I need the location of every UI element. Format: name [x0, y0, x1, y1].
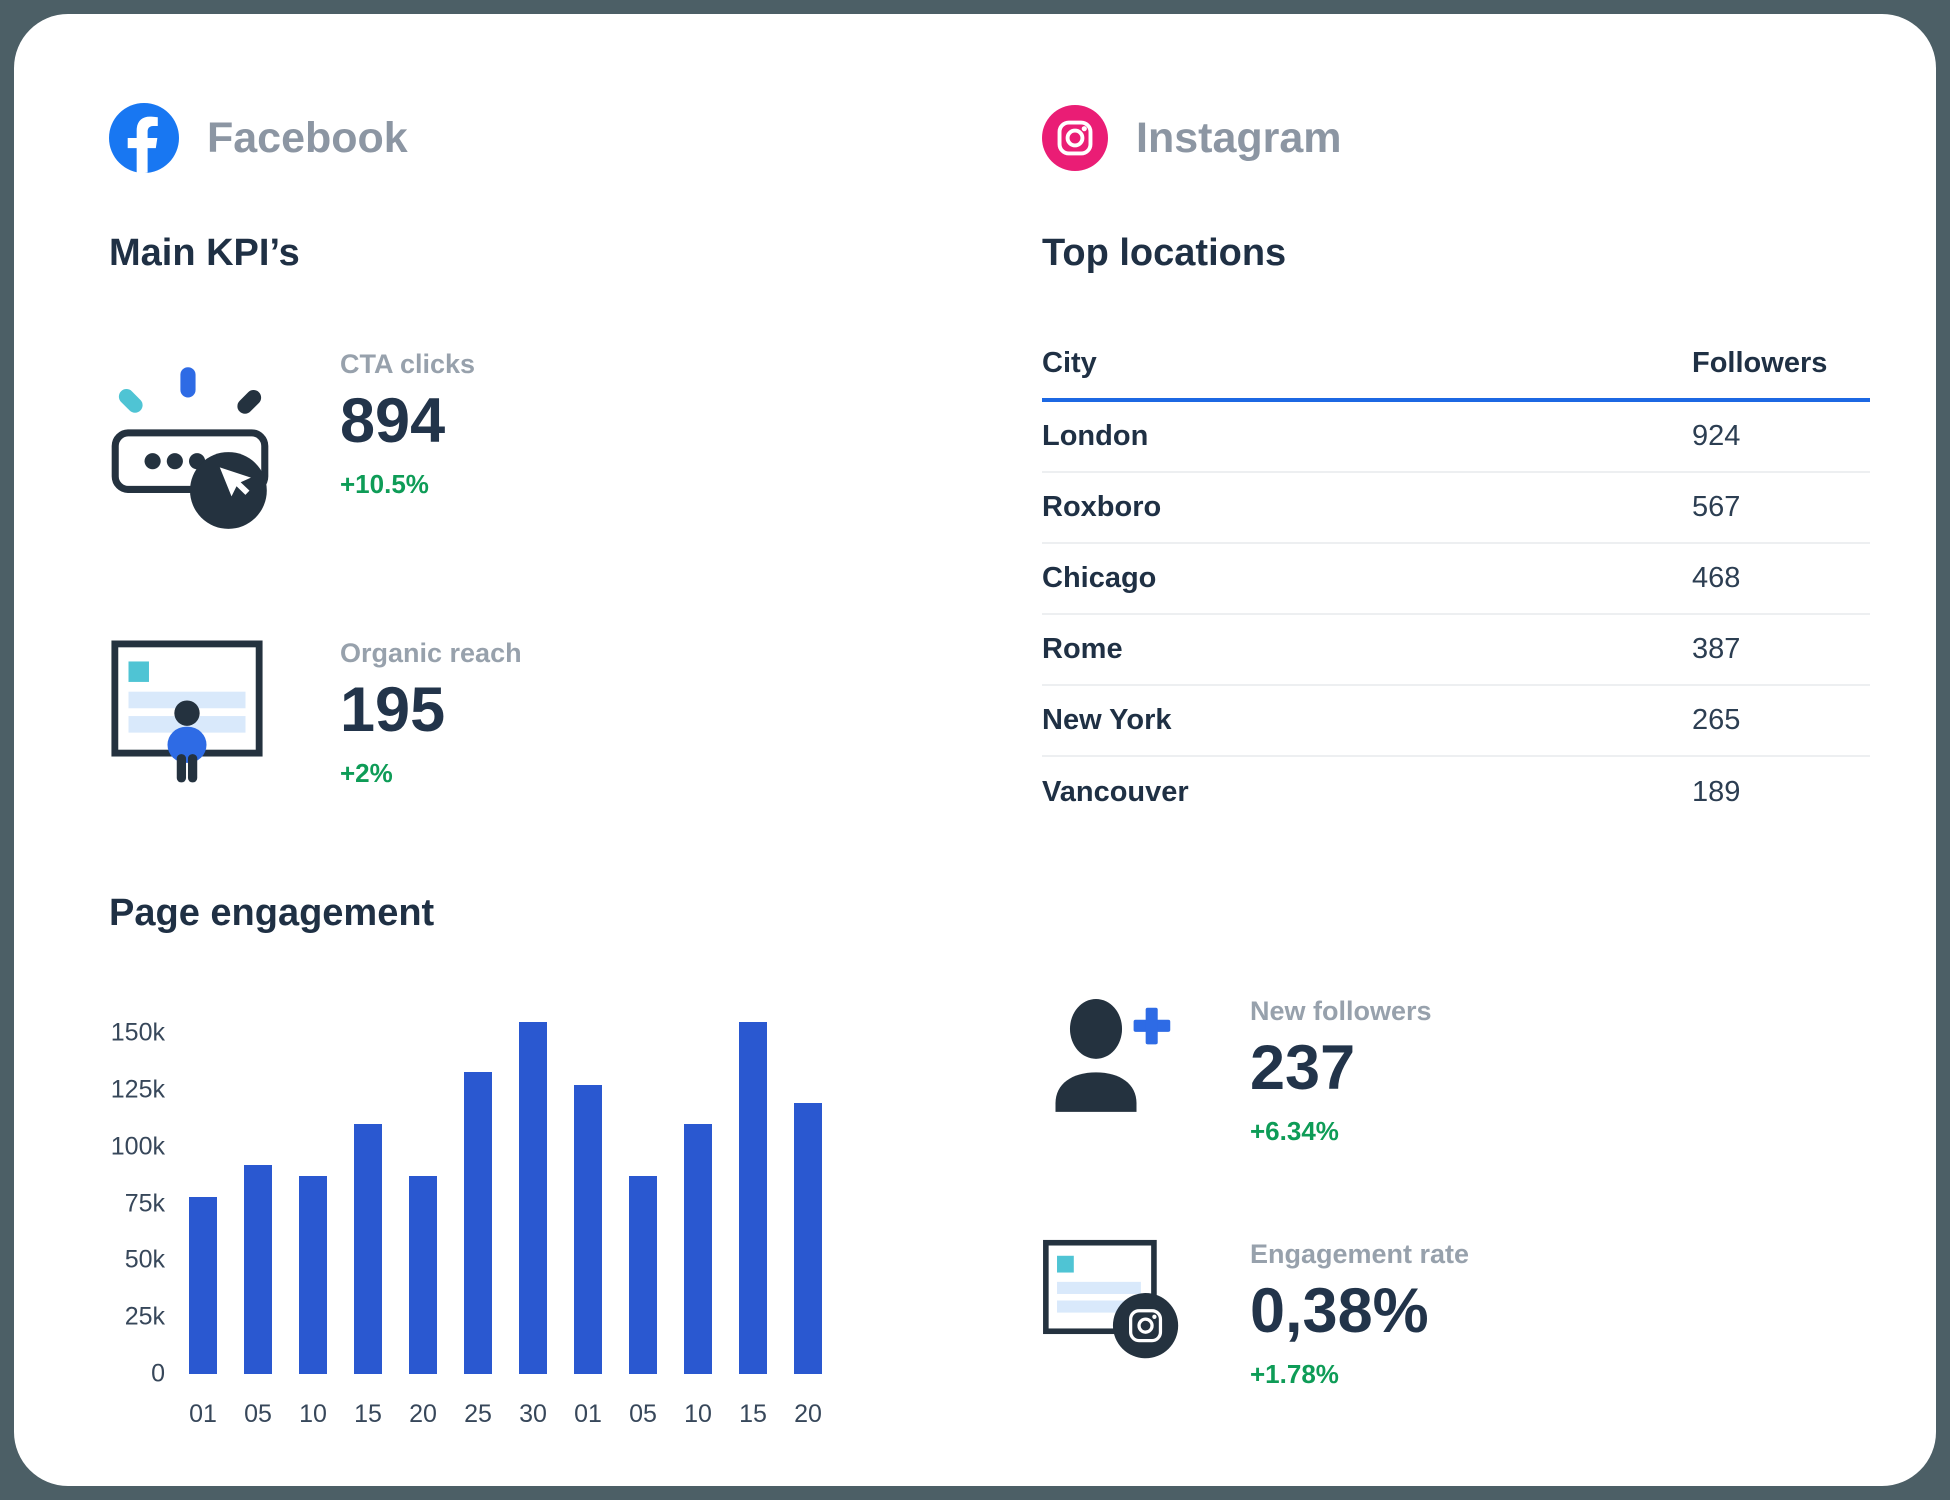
x-tick-label: 15	[354, 1400, 382, 1428]
facebook-section: Facebook Main KPI’s	[109, 102, 1042, 1429]
page-engagement-chart: 0 25k 50k 75k 100k 125k 150k	[109, 1019, 1042, 1388]
y-tick-label: 50k	[124, 1245, 165, 1274]
bar-chart-xlabels: 01 05 10 15 20 25 30 01 05 10 15 20	[189, 1400, 822, 1429]
top-locations-table: City Followers London 924 Roxboro 567 Chicag…	[1042, 347, 1870, 828]
kpi-label: Engagement rate	[1250, 1239, 1470, 1269]
followers-cell: 468	[1692, 562, 1741, 594]
kpi-value: 237	[1250, 1033, 1356, 1103]
followers-cell: 567	[1692, 491, 1741, 523]
bar	[244, 1164, 272, 1374]
instagram-section: Instagram Top locations City Followers L…	[1042, 102, 1870, 1429]
page-engagement-title: Page engagement	[109, 892, 435, 934]
organic-reach-icon	[109, 638, 340, 804]
x-tick-label: 20	[794, 1400, 822, 1428]
bar	[574, 1085, 602, 1374]
kpi-label: Organic reach	[340, 638, 522, 668]
x-tick-label: 10	[684, 1400, 712, 1428]
x-tick-label: 05	[244, 1400, 272, 1428]
bar	[739, 1021, 767, 1374]
y-tick-label: 0	[151, 1359, 165, 1388]
bar-chart-yaxis: 0 25k 50k 75k 100k 125k 150k	[109, 1019, 165, 1388]
bar	[189, 1196, 217, 1374]
kpi-label: New followers	[1250, 996, 1432, 1026]
bar	[629, 1176, 657, 1374]
y-tick-label: 25k	[124, 1302, 165, 1331]
x-tick-label: 10	[299, 1400, 327, 1428]
x-tick-label: 20	[409, 1400, 437, 1428]
instagram-logo-icon	[1042, 105, 1108, 171]
followers-cell: 924	[1692, 420, 1741, 452]
bar	[794, 1103, 822, 1374]
engagement-rate-icon	[1042, 1239, 1250, 1367]
x-tick-label: 15	[739, 1400, 767, 1428]
kpi-cta-clicks: CTA clicks 894 +10.5%	[109, 349, 1042, 546]
bar	[409, 1176, 437, 1374]
kpi-value: 0,38%	[1250, 1276, 1429, 1346]
city-cell: London	[1042, 420, 1149, 452]
table-row: Chicago 468	[1042, 544, 1870, 615]
city-cell: New York	[1042, 704, 1172, 736]
x-tick-label: 01	[189, 1400, 217, 1428]
kpi-value: 195	[340, 675, 446, 745]
table-row: Rome 387	[1042, 615, 1870, 686]
bar	[684, 1123, 712, 1374]
table-row: London 924	[1042, 402, 1870, 473]
bar-chart-plot	[189, 1021, 822, 1374]
facebook-logo-icon	[109, 103, 179, 173]
facebook-title: Facebook	[207, 113, 408, 162]
cta-clicks-icon	[109, 349, 340, 546]
bar	[354, 1123, 382, 1374]
x-tick-label: 25	[464, 1400, 492, 1428]
x-tick-label: 30	[519, 1400, 547, 1428]
kpi-new-followers: New followers 237 +6.34%	[1042, 996, 1870, 1147]
x-tick-label: 01	[574, 1400, 602, 1428]
instagram-title: Instagram	[1136, 113, 1342, 162]
y-tick-label: 125k	[110, 1075, 165, 1104]
column-header-city: City	[1042, 347, 1097, 379]
kpi-change: +6.34%	[1250, 1116, 1339, 1146]
followers-cell: 189	[1692, 776, 1741, 808]
kpi-cta-clicks-text: CTA clicks 894 +10.5%	[340, 349, 475, 500]
y-tick-label: 100k	[110, 1132, 165, 1161]
bar	[299, 1176, 327, 1374]
kpi-engagement-rate: Engagement rate 0,38% +1.78%	[1042, 1239, 1870, 1390]
kpi-label: CTA clicks	[340, 349, 476, 379]
kpi-change: +1.78%	[1250, 1359, 1339, 1389]
facebook-header: Facebook	[109, 102, 1042, 174]
kpi-new-followers-text: New followers 237 +6.34%	[1250, 996, 1432, 1147]
followers-cell: 265	[1692, 704, 1741, 736]
city-cell: Roxboro	[1042, 491, 1162, 523]
kpi-engagement-rate-text: Engagement rate 0,38% +1.78%	[1250, 1239, 1469, 1390]
kpi-organic-reach: Organic reach 195 +2%	[109, 638, 1042, 804]
table-row: New York 265	[1042, 686, 1870, 757]
followers-cell: 387	[1692, 633, 1741, 665]
table-header-row: City Followers	[1042, 347, 1870, 402]
kpi-change: +10.5%	[340, 469, 429, 499]
dashboard-card: Facebook Main KPI’s	[14, 14, 1936, 1486]
kpi-value: 894	[340, 386, 446, 456]
y-tick-label: 150k	[110, 1018, 165, 1047]
city-cell: Rome	[1042, 633, 1123, 665]
kpi-change: +2%	[340, 758, 393, 788]
city-cell: Chicago	[1042, 562, 1157, 594]
bar	[464, 1071, 492, 1374]
top-locations-title: Top locations	[1042, 232, 1287, 274]
kpi-organic-reach-text: Organic reach 195 +2%	[340, 638, 522, 789]
instagram-header: Instagram	[1042, 102, 1870, 174]
main-kpis-title: Main KPI’s	[109, 232, 300, 274]
column-header-followers: Followers	[1692, 347, 1828, 379]
bar	[519, 1021, 547, 1374]
x-tick-label: 05	[629, 1400, 657, 1428]
table-row: Vancouver 189	[1042, 757, 1870, 828]
locations-table-body: London 924 Roxboro 567 Chicago 468 Rome 387 New …	[1042, 402, 1870, 828]
y-tick-label: 75k	[124, 1189, 165, 1217]
new-followers-icon	[1042, 996, 1250, 1117]
table-row: Roxboro 567	[1042, 473, 1870, 544]
city-cell: Vancouver	[1042, 776, 1189, 808]
